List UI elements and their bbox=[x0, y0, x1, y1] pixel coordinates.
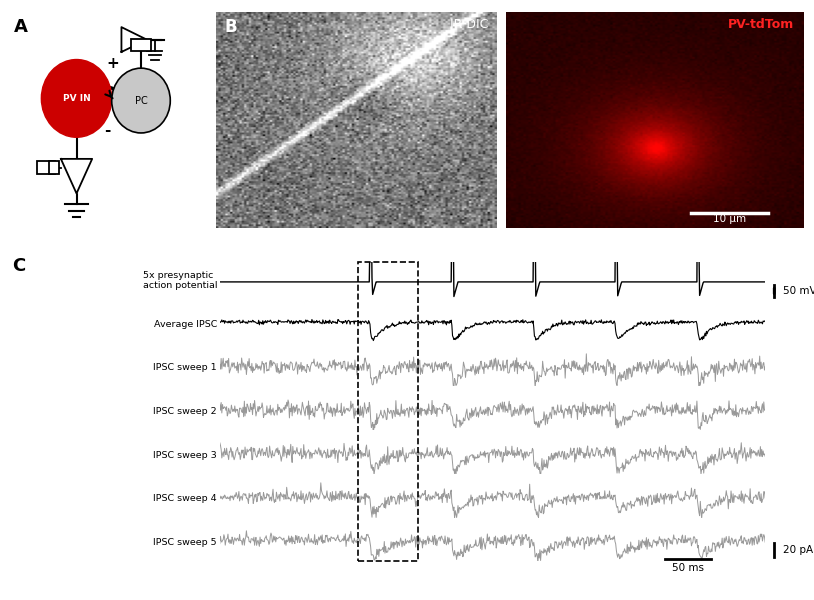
FancyBboxPatch shape bbox=[37, 161, 55, 174]
Text: B: B bbox=[224, 19, 237, 37]
Text: 5x presynaptic
action potential: 5x presynaptic action potential bbox=[142, 271, 217, 290]
Text: A: A bbox=[14, 19, 28, 37]
Text: IPSC sweep 3: IPSC sweep 3 bbox=[153, 451, 217, 460]
Polygon shape bbox=[61, 159, 92, 193]
FancyBboxPatch shape bbox=[49, 161, 59, 174]
FancyBboxPatch shape bbox=[131, 39, 151, 51]
Text: 10 μm: 10 μm bbox=[712, 214, 746, 224]
Text: IPSC sweep 2: IPSC sweep 2 bbox=[153, 407, 217, 416]
Text: 50 mV: 50 mV bbox=[783, 286, 814, 296]
Text: Average IPSC: Average IPSC bbox=[154, 320, 217, 329]
Circle shape bbox=[112, 68, 170, 133]
Text: 20 pA: 20 pA bbox=[783, 545, 813, 555]
Text: PC: PC bbox=[134, 95, 147, 106]
Text: 50 ms: 50 ms bbox=[672, 563, 704, 574]
Circle shape bbox=[42, 59, 112, 137]
Text: C: C bbox=[12, 257, 25, 275]
Text: IPSC sweep 5: IPSC sweep 5 bbox=[153, 538, 217, 547]
Text: PV-tdTom: PV-tdTom bbox=[729, 19, 794, 31]
Text: -: - bbox=[104, 124, 111, 138]
Text: PV IN: PV IN bbox=[63, 94, 90, 103]
Text: IPSC sweep 1: IPSC sweep 1 bbox=[153, 364, 217, 373]
Text: IR DIC: IR DIC bbox=[450, 19, 488, 31]
Text: +: + bbox=[107, 56, 119, 71]
Polygon shape bbox=[121, 27, 147, 52]
Text: IPSC sweep 4: IPSC sweep 4 bbox=[153, 494, 217, 503]
